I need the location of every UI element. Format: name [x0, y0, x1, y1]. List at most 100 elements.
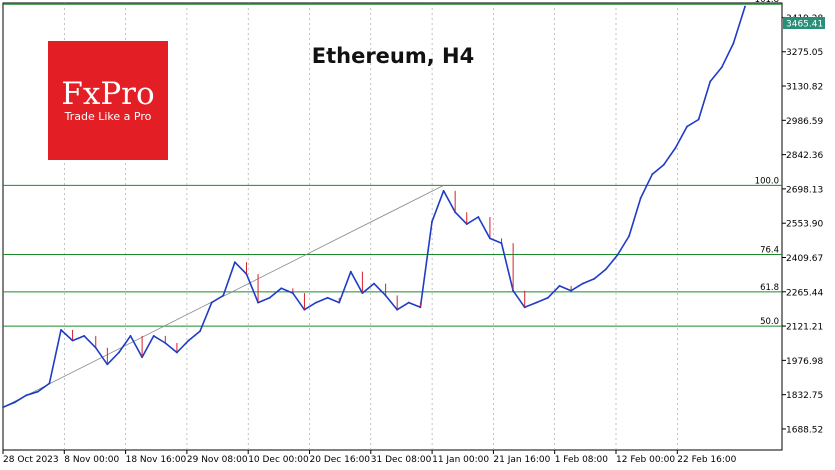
data-point	[570, 289, 572, 292]
y-tick-label: 2265.44	[786, 288, 823, 298]
x-tick-label: 1 Feb 08:00	[555, 455, 609, 465]
price-tag-background	[783, 17, 825, 29]
data-point	[71, 339, 74, 342]
x-tick-label: 11 Jan 00:00	[432, 455, 489, 465]
data-point	[639, 197, 642, 199]
data-point	[164, 342, 167, 344]
data-point	[697, 118, 700, 121]
fib-level-label: 76.4	[760, 246, 779, 256]
data-point	[94, 346, 97, 349]
data-point	[651, 173, 654, 176]
price-series	[2, 5, 746, 409]
y-tick-label: 3130.82	[786, 83, 823, 93]
data-point	[60, 329, 62, 331]
data-point	[257, 301, 259, 304]
data-point	[454, 211, 457, 214]
fxpro-logo: FxPro Trade Like a Pro	[48, 41, 168, 160]
data-point	[628, 235, 630, 237]
data-point	[118, 351, 120, 354]
y-tick-label: 3275.05	[786, 48, 823, 58]
fib-level-label: 161.8	[755, 0, 779, 5]
data-point	[662, 163, 665, 166]
x-tick-label: 31 Dec 08:00	[371, 455, 432, 465]
data-point	[535, 301, 538, 304]
data-point	[523, 306, 526, 309]
x-tick-label: 28 Oct 2023	[3, 455, 59, 465]
data-point	[709, 80, 712, 83]
data-point	[396, 308, 399, 311]
data-point	[407, 301, 410, 304]
chart-title: Ethereum, H4	[312, 44, 474, 68]
data-point	[500, 242, 503, 245]
fib-level-label: 100.0	[755, 176, 779, 186]
y-tick-label: 2553.90	[786, 220, 823, 230]
data-point	[547, 296, 549, 299]
data-point	[129, 334, 132, 337]
y-tick-label: 2121.21	[786, 323, 823, 333]
data-point	[361, 292, 364, 294]
fibonacci-levels: 161.8 100.0 76.4 61.8 50.0	[3, 0, 782, 327]
data-point	[581, 282, 584, 285]
x-tick-label: 8 Nov 00:00	[64, 455, 119, 465]
data-point	[199, 330, 201, 333]
data-point	[106, 363, 109, 366]
data-point	[616, 254, 619, 256]
data-point	[384, 294, 387, 297]
data-point	[210, 301, 213, 304]
current-price-tag: 3465.41	[783, 17, 825, 30]
data-point	[373, 282, 375, 285]
data-point	[2, 406, 4, 409]
x-tick-label: 21 Jan 16:00	[493, 455, 550, 465]
data-point	[233, 261, 236, 264]
y-axis-ticks: 3419.283275.053130.822986.592842.362698.…	[782, 14, 823, 435]
current-price-label: 3465.41	[786, 20, 823, 30]
data-point	[83, 334, 86, 337]
x-tick-label: 10 Dec 00:00	[248, 455, 309, 465]
data-point	[48, 382, 51, 385]
fib-level-label: 50.0	[760, 317, 779, 327]
logo-brand: FxPro	[61, 76, 154, 112]
data-point	[477, 216, 480, 218]
data-point	[442, 189, 445, 192]
y-tick-label: 1832.75	[786, 391, 823, 401]
data-point	[176, 351, 178, 354]
fib-level-label: 61.8	[760, 283, 779, 293]
data-point	[25, 394, 28, 397]
data-point	[512, 289, 515, 292]
data-point	[349, 270, 352, 273]
data-point	[291, 292, 294, 294]
data-point	[187, 339, 190, 342]
logo-tagline: Trade Like a Pro	[64, 110, 152, 123]
data-point	[593, 277, 596, 280]
y-tick-label: 1976.98	[786, 357, 823, 367]
logo-background	[48, 41, 168, 160]
data-point	[686, 125, 688, 128]
data-point	[303, 308, 306, 311]
y-tick-label: 2842.36	[786, 151, 823, 161]
data-point	[280, 287, 283, 290]
data-point	[674, 147, 677, 149]
data-point	[36, 390, 39, 393]
data-point	[152, 334, 155, 337]
data-point	[268, 296, 271, 299]
y-tick-label: 2409.67	[786, 254, 823, 264]
x-tick-label: 29 Nov 08:00	[187, 455, 248, 465]
data-point	[489, 237, 491, 240]
data-point	[732, 42, 735, 45]
x-tick-label: 18 Nov 16:00	[126, 455, 187, 465]
y-tick-label: 2698.13	[786, 185, 823, 195]
x-axis-ticks: 28 Oct 2023 8 Nov 00:00 18 Nov 16:00 29 Nov…	[2, 450, 737, 465]
x-tick-label: 12 Feb 00:00	[616, 455, 675, 465]
data-point	[222, 294, 225, 297]
data-point	[141, 356, 144, 359]
data-point	[326, 296, 329, 299]
data-point	[13, 401, 16, 404]
y-tick-label: 1688.52	[786, 425, 823, 435]
data-point	[604, 268, 607, 271]
data-point	[558, 285, 561, 287]
data-point	[338, 301, 341, 304]
data-point	[245, 273, 248, 275]
x-tick-label: 22 Feb 16:00	[677, 455, 736, 465]
y-tick-label: 2986.59	[786, 117, 823, 127]
